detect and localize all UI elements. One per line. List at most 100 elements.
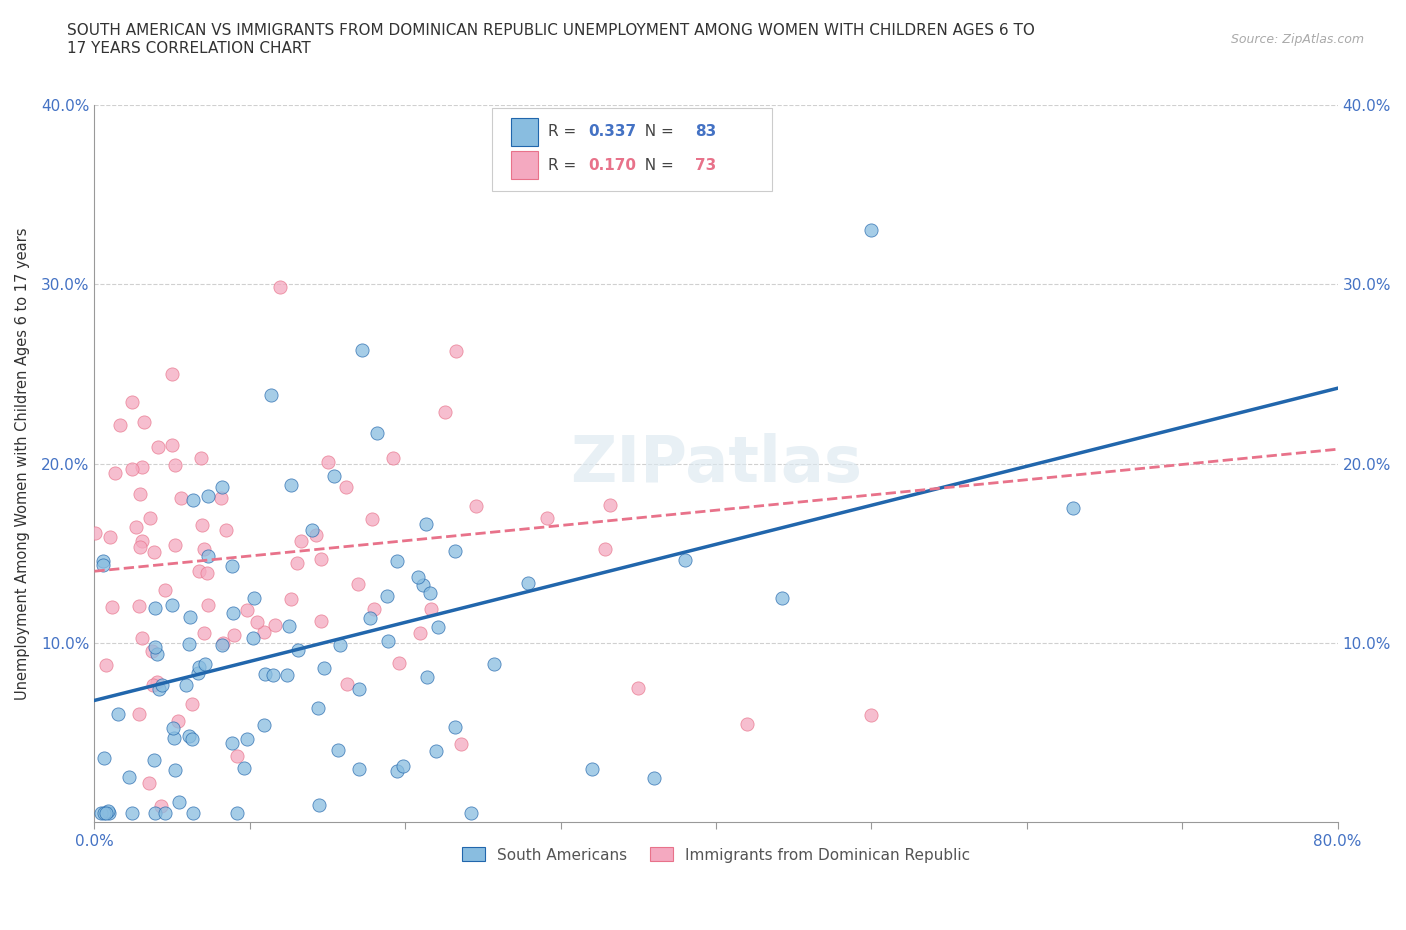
Point <box>148 682 170 697</box>
Point <box>287 643 309 658</box>
Text: 73: 73 <box>695 158 716 173</box>
Point <box>336 677 359 692</box>
Point <box>280 477 302 492</box>
Point <box>276 668 298 683</box>
Point <box>188 564 211 578</box>
Point <box>673 552 696 567</box>
Point <box>311 614 333 629</box>
Point <box>211 638 233 653</box>
Point <box>191 518 214 533</box>
Point <box>581 761 603 776</box>
Text: 0.170: 0.170 <box>588 158 636 173</box>
Text: R =: R = <box>548 125 581 140</box>
Point <box>226 806 249 821</box>
Point <box>385 553 408 568</box>
Point <box>194 657 217 671</box>
Point <box>290 534 312 549</box>
Point <box>197 598 219 613</box>
Point <box>225 749 247 764</box>
Text: SOUTH AMERICAN VS IMMIGRANTS FROM DOMINICAN REPUBLIC UNEMPLOYMENT AMONG WOMEN WI: SOUTH AMERICAN VS IMMIGRANTS FROM DOMINI… <box>67 23 1035 56</box>
Point <box>409 626 432 641</box>
Point <box>190 450 212 465</box>
Point <box>143 806 166 821</box>
Point <box>415 516 437 531</box>
Point <box>146 675 169 690</box>
Point <box>193 541 215 556</box>
Point <box>211 636 233 651</box>
Point <box>188 659 211 674</box>
Point <box>221 736 243 751</box>
Point <box>142 677 165 692</box>
Point <box>322 469 344 484</box>
Point <box>121 394 143 409</box>
Point <box>627 681 650 696</box>
Point <box>359 611 381 626</box>
Point <box>179 636 201 651</box>
Text: ZIPatlas: ZIPatlas <box>569 432 862 495</box>
Point <box>193 625 215 640</box>
Point <box>285 556 308 571</box>
Point <box>242 631 264 645</box>
Point <box>599 498 621 512</box>
Point <box>329 638 352 653</box>
Point <box>211 479 233 494</box>
Point <box>94 658 117 672</box>
Point <box>460 806 482 821</box>
Point <box>335 479 357 494</box>
Point <box>450 737 472 751</box>
Point <box>138 511 160 525</box>
Point <box>108 418 131 432</box>
Y-axis label: Unemployment Among Women with Children Ages 6 to 17 years: Unemployment Among Women with Children A… <box>15 227 30 699</box>
Point <box>309 552 332 567</box>
FancyBboxPatch shape <box>492 108 772 191</box>
Point <box>150 799 173 814</box>
Point <box>181 806 204 821</box>
Point <box>93 751 115 765</box>
Point <box>148 439 170 454</box>
Point <box>104 466 127 481</box>
Point <box>107 707 129 722</box>
Text: N =: N = <box>636 158 679 173</box>
Point <box>153 806 176 821</box>
Point <box>385 764 408 778</box>
Point <box>93 553 115 568</box>
Point <box>346 577 368 591</box>
Point <box>264 618 287 632</box>
Text: Source: ZipAtlas.com: Source: ZipAtlas.com <box>1230 33 1364 46</box>
Point <box>363 602 385 617</box>
Point <box>517 576 540 591</box>
Point <box>163 763 186 777</box>
Point <box>162 366 184 381</box>
Point <box>131 631 153 645</box>
Point <box>224 627 246 642</box>
Point <box>146 646 169 661</box>
Point <box>181 492 204 507</box>
Point <box>262 668 284 683</box>
Point <box>215 523 238 538</box>
Point <box>163 731 186 746</box>
Point <box>179 610 201 625</box>
Point <box>420 602 443 617</box>
Point <box>118 769 141 784</box>
Point <box>98 806 121 821</box>
Point <box>236 732 259 747</box>
Point <box>415 670 437 684</box>
Point <box>97 804 120 819</box>
Point <box>316 455 339 470</box>
Point <box>388 656 411 671</box>
Point <box>366 426 388 441</box>
Point <box>128 706 150 721</box>
Point <box>347 761 370 776</box>
Point <box>84 525 107 540</box>
Point <box>128 599 150 614</box>
Point <box>197 549 219 564</box>
Point <box>138 776 160 790</box>
Point <box>536 511 558 525</box>
Point <box>434 405 457 419</box>
Point <box>174 678 197 693</box>
Point <box>195 565 218 580</box>
Point <box>860 708 883 723</box>
Point <box>236 603 259 618</box>
Point <box>221 559 243 574</box>
Point <box>165 458 187 472</box>
